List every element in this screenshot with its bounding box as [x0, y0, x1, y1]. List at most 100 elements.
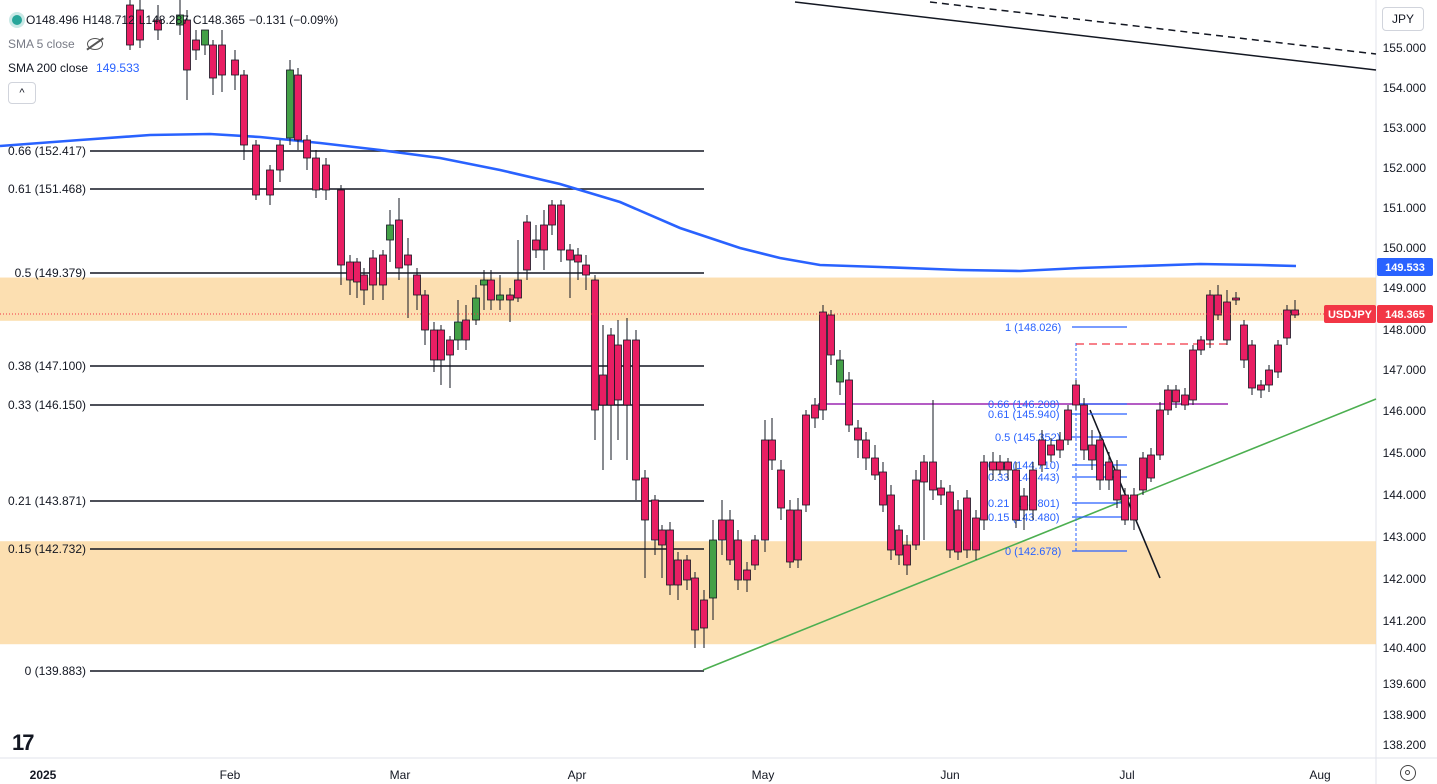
candle — [252, 140, 260, 200]
fib-small-level: 0.15 (143.480) — [988, 512, 1127, 524]
candle — [1164, 385, 1172, 415]
candle — [827, 310, 835, 365]
candle — [1274, 340, 1282, 378]
fib-label: 0.21 (143.871) — [8, 494, 86, 508]
sma200-row[interactable]: SMA 200 close 149.533 — [8, 56, 346, 80]
candle — [322, 158, 330, 200]
fib-level: 0 (139.883) — [25, 664, 704, 678]
ohlc-item: O148.496 — [26, 13, 79, 27]
y-tick-label: 141.200 — [1383, 614, 1427, 628]
demand-zone — [0, 541, 1376, 645]
y-tick-label: 138.200 — [1383, 738, 1427, 752]
candle — [623, 318, 631, 460]
candle — [218, 30, 226, 92]
sma200-price-tag: 149.533 — [1377, 258, 1433, 276]
y-tick-label: 146.000 — [1383, 404, 1427, 418]
candle — [201, 29, 209, 55]
fib-label: 0.5 (149.379) — [15, 266, 86, 280]
fib-small-label: 0 (142.678) — [1005, 546, 1061, 558]
gear-icon[interactable] — [1400, 765, 1416, 781]
candle — [514, 240, 522, 302]
y-tick-label: 139.600 — [1383, 677, 1427, 691]
candle — [768, 418, 776, 470]
candle — [395, 198, 403, 280]
fib-level: 0.38 (147.100) — [8, 359, 704, 373]
candle — [487, 270, 495, 310]
currency-selector[interactable]: JPY — [1382, 7, 1424, 31]
candle — [437, 325, 445, 385]
x-axis[interactable]: 2025 Feb Mar Apr May Jun Jul Aug — [30, 768, 1331, 782]
candle — [599, 325, 607, 470]
candle — [1172, 385, 1180, 408]
y-tick-label: 145.000 — [1383, 446, 1427, 460]
candle — [421, 290, 429, 345]
candle — [761, 420, 769, 552]
y-tick-label: 151.000 — [1383, 201, 1427, 215]
channel-line-solid — [794, 1, 1377, 71]
x-tick-label: May — [752, 768, 775, 782]
sma5-label[interactable]: SMA 5 close — [8, 37, 75, 51]
candle — [929, 400, 937, 500]
candle — [1029, 462, 1037, 520]
candle — [954, 500, 962, 560]
candle — [1197, 336, 1205, 355]
candle — [1047, 438, 1055, 462]
x-tick-label: Jun — [940, 768, 959, 782]
candle — [614, 320, 622, 440]
symbol-tag: USDJPY — [1324, 305, 1376, 323]
sma5-row[interactable]: SMA 5 close — [8, 32, 346, 56]
y-tick-label: 142.000 — [1383, 572, 1427, 586]
candle — [794, 498, 802, 568]
ohlc-values: O148.496 H148.712 L148.287 C148.365 −0.131 (… — [26, 12, 342, 28]
candle — [1139, 452, 1147, 495]
sma200-line — [0, 132, 1297, 273]
eye-hidden-icon[interactable] — [86, 38, 103, 50]
candle — [879, 462, 887, 512]
chart-legend: O148.496 H148.712 L148.287 C148.365 −0.131 (… — [8, 8, 346, 104]
candle — [895, 525, 903, 565]
candle — [751, 535, 759, 570]
last-price-tag: 148.365 — [1377, 305, 1433, 323]
candle — [1248, 340, 1256, 395]
candle — [1038, 430, 1046, 472]
candle — [845, 372, 853, 432]
candle — [183, 10, 191, 100]
candle — [963, 490, 971, 558]
candle — [548, 200, 556, 235]
collapse-legend-button[interactable]: ^ — [8, 82, 36, 104]
candle — [658, 525, 666, 578]
candle — [862, 432, 870, 470]
candle — [404, 238, 412, 318]
x-tick-label: Apr — [568, 768, 587, 782]
tradingview-logo[interactable]: 17 — [12, 730, 35, 755]
candle — [312, 150, 320, 198]
candle — [641, 470, 649, 578]
y-axis[interactable]: 155.000 154.000 153.000 152.000 151.000 150.0… — [1383, 41, 1427, 752]
candle — [353, 258, 361, 298]
y-tick-label: 150.000 — [1383, 241, 1427, 255]
fib-level: 0.5 (149.379) — [15, 266, 704, 280]
market-status-icon — [12, 15, 22, 25]
x-tick-label: 2025 — [30, 768, 57, 782]
ohlc-item: H148.712 — [82, 13, 135, 27]
candle — [1291, 300, 1299, 318]
candles — [126, 0, 1299, 648]
candle — [1020, 488, 1028, 530]
candle — [1283, 305, 1291, 345]
x-tick-label: Jul — [1119, 768, 1134, 782]
candle — [240, 70, 248, 160]
candle — [276, 140, 284, 182]
candle — [369, 250, 377, 300]
candle — [1130, 488, 1138, 530]
candle — [786, 500, 794, 568]
y-tick-label: 140.400 — [1383, 641, 1427, 655]
candle — [386, 210, 394, 262]
candle — [811, 398, 819, 428]
y-tick-label: 152.000 — [1383, 161, 1427, 175]
candle — [871, 445, 879, 480]
sma200-label[interactable]: SMA 200 close — [8, 61, 89, 75]
candle — [912, 470, 920, 550]
candle — [136, 0, 144, 48]
candle — [462, 305, 470, 350]
